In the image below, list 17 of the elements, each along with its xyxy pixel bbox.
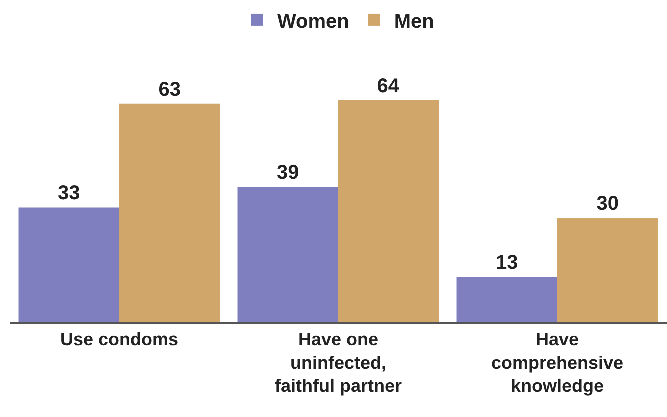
bar	[338, 100, 440, 322]
legend-label: Men	[394, 10, 434, 33]
legend-label: Women	[278, 10, 350, 33]
bar	[558, 218, 658, 322]
data-label: 33	[58, 182, 80, 205]
bar	[18, 208, 120, 322]
data-label: 30	[596, 193, 619, 216]
data-label: 64	[377, 75, 400, 98]
x-tick-label: Have one uninfected, faithful partner	[274, 329, 402, 396]
data-label: 63	[158, 78, 181, 101]
bar	[456, 276, 558, 322]
data-label: 39	[277, 162, 300, 184]
x-tick-label: Have comprehensive knowledge	[491, 329, 624, 396]
bar	[238, 186, 338, 322]
bar	[120, 104, 220, 322]
x-tick-label: Use condoms	[60, 329, 179, 350]
data-label: 13	[496, 252, 518, 274]
